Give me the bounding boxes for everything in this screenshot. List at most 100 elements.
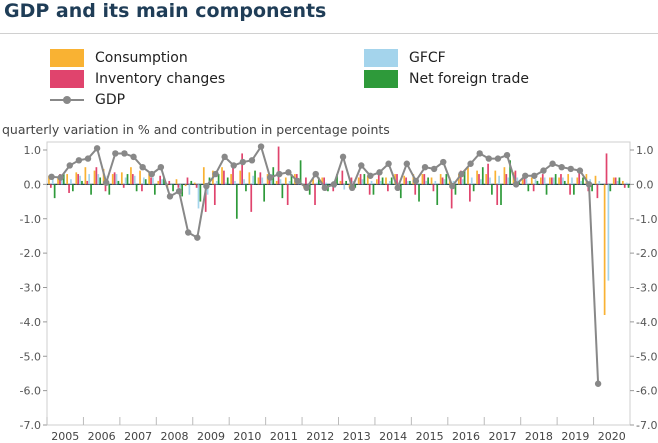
- bar-inventory: [259, 172, 262, 185]
- bar-gfcf: [571, 177, 573, 185]
- bar-inventory: [223, 170, 225, 185]
- gdp-point: [139, 163, 146, 171]
- bar-gfcf: [516, 177, 519, 185]
- bar-gfcf: [452, 180, 455, 185]
- bar-inventory: [177, 184, 180, 188]
- gdp-point: [285, 169, 292, 176]
- gdp-point: [312, 170, 319, 178]
- bar-net_trade: [90, 184, 92, 195]
- gdp-point: [449, 182, 456, 190]
- gdp-point: [212, 170, 219, 178]
- bar-inventory: [377, 170, 380, 185]
- bar-consumption: [366, 175, 369, 185]
- gdp-point: [330, 181, 338, 188]
- bar-gfcf: [51, 179, 54, 185]
- bar-net_trade: [399, 184, 402, 199]
- bar-net_trade: [609, 184, 612, 192]
- bar-inventory: [368, 184, 371, 195]
- bar-gfcf: [443, 179, 446, 185]
- bar-gfcf: [170, 184, 173, 185]
- bar-net_trade: [573, 184, 575, 195]
- gdp-point: [221, 153, 228, 161]
- bar-consumption: [430, 177, 433, 185]
- gdp-point: [121, 150, 128, 157]
- bar-net_trade: [536, 180, 539, 185]
- bar-gfcf: [179, 184, 182, 188]
- bar-inventory: [532, 184, 535, 192]
- bar-net_trade: [336, 174, 338, 185]
- bar-inventory: [232, 167, 234, 185]
- legend-gdp[interactable]: GDP: [50, 90, 125, 110]
- bar-net_trade: [491, 184, 493, 195]
- bar-gfcf: [288, 180, 291, 185]
- gdp-point: [84, 155, 92, 162]
- y-tick-label-left: -3.0: [20, 282, 41, 295]
- bar-consumption: [321, 177, 324, 185]
- bar-inventory: [131, 174, 134, 185]
- bar-gfcf: [60, 177, 63, 185]
- consumption-swatch: [50, 49, 84, 67]
- bar-inventory: [341, 170, 344, 185]
- y-tick-label-right: -7.0: [636, 419, 657, 432]
- x-tick-label: 2013: [343, 430, 371, 443]
- title-divider: [0, 33, 658, 34]
- bar-net_trade: [509, 160, 511, 185]
- inventory-swatch: [50, 70, 84, 88]
- x-tick-label: 2009: [197, 430, 225, 443]
- x-tick-label: 2006: [88, 430, 116, 443]
- legend-gfcf[interactable]: GFCF: [364, 48, 446, 68]
- gdp-point: [394, 184, 401, 192]
- bar-consumption: [193, 182, 196, 185]
- y-tick-label-right: -6.0: [636, 385, 657, 398]
- bar-inventory: [569, 184, 571, 195]
- bar-net_trade: [600, 184, 603, 185]
- bar-consumption: [139, 170, 141, 185]
- bar-gfcf: [133, 175, 136, 185]
- gdp-point: [421, 163, 429, 171]
- gdp-point: [166, 193, 174, 200]
- bar-inventory: [623, 184, 626, 188]
- bar-inventory: [423, 174, 426, 185]
- bar-consumption: [184, 184, 187, 187]
- bar-gfcf: [489, 177, 491, 185]
- gdp-point: [376, 169, 383, 176]
- gdp-point: [276, 170, 283, 178]
- chart-subtitle: quarterly variation in % and contributio…: [2, 122, 390, 137]
- bar-inventory: [578, 170, 581, 185]
- legend-consumption[interactable]: Consumption: [50, 48, 188, 68]
- gdp-point: [430, 165, 438, 173]
- gdp-point: [540, 167, 547, 174]
- bar-net_trade: [254, 170, 256, 185]
- bar-inventory: [359, 174, 362, 185]
- bar-gfcf: [425, 180, 428, 185]
- bar-inventory: [77, 174, 80, 185]
- bar-inventory: [95, 167, 98, 185]
- bar-gfcf: [197, 184, 200, 209]
- bar-net_trade: [454, 184, 457, 195]
- bar-inventory: [141, 184, 143, 192]
- bar-consumption: [521, 179, 524, 185]
- page-title: GDP and its main components: [4, 0, 327, 22]
- y-tick-label-right: -3.0: [636, 282, 657, 295]
- bar-net_trade: [427, 177, 429, 185]
- bar-inventory: [596, 184, 599, 199]
- legend-inventory[interactable]: Inventory changes: [50, 69, 225, 89]
- bar-gfcf: [243, 179, 245, 185]
- bar-net_trade: [99, 177, 102, 185]
- bar-inventory: [150, 177, 152, 185]
- bar-inventory: [159, 175, 162, 185]
- bar-consumption: [503, 167, 506, 185]
- bar-net_trade: [245, 184, 247, 192]
- bar-net_trade: [591, 184, 593, 192]
- bar-consumption: [558, 177, 560, 185]
- bar-inventory: [68, 184, 70, 193]
- legend-net-trade[interactable]: Net foreign trade: [364, 69, 529, 89]
- gdp-point: [358, 162, 365, 169]
- bar-inventory: [614, 177, 617, 185]
- gdp-point: [558, 163, 565, 171]
- bar-net_trade: [354, 184, 357, 188]
- bar-inventory: [387, 184, 389, 192]
- bar-inventory: [277, 146, 280, 185]
- bar-gfcf: [562, 177, 564, 185]
- bar-inventory: [478, 174, 480, 185]
